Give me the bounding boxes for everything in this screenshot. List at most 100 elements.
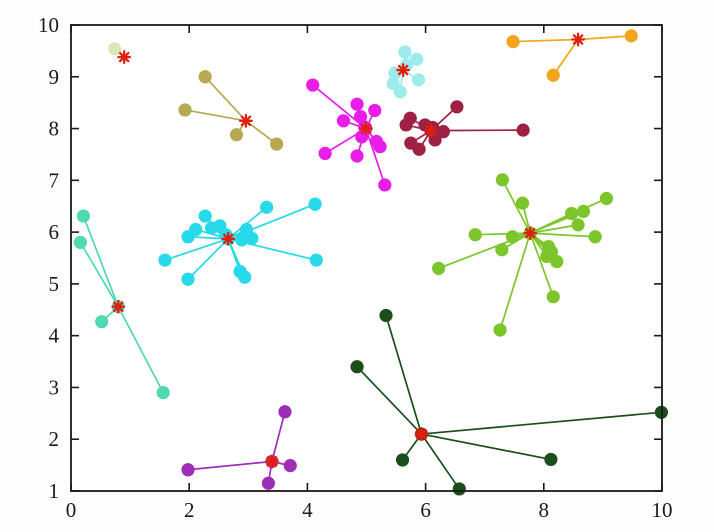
centroid-asterisk-yellow-green [524, 227, 536, 239]
plot-frame [70, 24, 663, 492]
data-point-magenta [336, 114, 351, 128]
y-tick-label: 2 [49, 427, 60, 451]
centroid-asterisk-turquoise [113, 301, 124, 312]
data-point-pale-cyan [411, 73, 426, 87]
data-point-magenta [378, 178, 392, 192]
cluster-edge-cyan [164, 238, 229, 261]
data-point-cyan [198, 209, 212, 223]
data-point-olive [198, 70, 212, 84]
data-point-cyan [235, 233, 249, 247]
centroid-asterisk-dark-green [416, 428, 427, 440]
data-point-cyan [238, 270, 252, 284]
cluster-edge-purple [187, 460, 273, 471]
centroid-asterisk-purple [266, 456, 278, 467]
x-tick-label: 2 [184, 498, 195, 522]
data-point-dark-red [436, 125, 450, 139]
cluster-edge-cyan [187, 238, 229, 280]
data-point-pale-cyan [410, 52, 424, 66]
data-point-dark-red [399, 118, 413, 132]
cluster-edge-dark-green [421, 411, 662, 435]
data-point-yellow-green [571, 218, 585, 232]
cluster-edge-orange [578, 35, 632, 41]
cluster-edge-yellow-green [529, 232, 555, 298]
cluster-edge-magenta [365, 128, 386, 186]
data-point-cyan [181, 272, 195, 286]
data-point-yellow-green [576, 204, 590, 218]
cluster-edge-turquoise [79, 242, 120, 308]
data-point-pale-cyan [393, 85, 407, 99]
cluster-edge-orange [552, 39, 579, 76]
y-tick-label: 6 [49, 220, 60, 244]
data-point-turquoise [73, 235, 88, 250]
data-point-magenta [353, 110, 368, 124]
data-point-yellow-green [468, 228, 482, 242]
data-point-magenta [373, 140, 387, 154]
y-tick-label: 4 [49, 324, 60, 348]
data-point-yellow-green [550, 255, 564, 269]
cluster-edge-olive [204, 76, 247, 122]
data-point-yellow-green [432, 261, 446, 275]
x-tick-label: 8 [539, 498, 550, 522]
centroid-asterisk-dark-red [425, 125, 437, 136]
y-tick-label: 3 [49, 375, 60, 399]
data-point-dark-green [452, 482, 466, 496]
cluster-edge-yellow-green [501, 179, 531, 234]
y-tick-label: 1 [49, 479, 60, 503]
data-point-turquoise [76, 209, 91, 223]
y-tick-label: 10 [38, 13, 59, 37]
y-tick-label: 8 [49, 117, 60, 141]
data-point-turquoise [95, 315, 109, 329]
data-point-orange [506, 34, 520, 49]
y-tick-label: 7 [49, 168, 60, 192]
data-point-cyan [158, 253, 172, 267]
data-point-dark-green [544, 452, 558, 467]
data-point-cyan [245, 231, 259, 245]
data-point-yellow-green [495, 173, 510, 187]
centroid-asterisk-olive [240, 115, 252, 127]
x-tick-label: 4 [302, 498, 313, 522]
data-point-dark-red [516, 123, 530, 137]
cluster-edge-turquoise [117, 306, 164, 394]
data-point-olive [270, 137, 284, 151]
data-point-orange [546, 68, 560, 82]
data-point-purple [181, 463, 195, 477]
data-point-dark-red [450, 100, 464, 114]
data-point-magenta [350, 97, 364, 111]
centroid-asterisk-orange [572, 34, 584, 45]
data-point-cyan [260, 200, 274, 214]
centroid-asterisk-magenta [360, 123, 372, 134]
data-point-dark-green [395, 453, 410, 467]
centroid-asterisk-pale-cyan [397, 64, 409, 76]
data-point-yellow-green [515, 196, 530, 210]
y-tick-label: 9 [49, 65, 60, 89]
cluster-edge-yellow-green [530, 232, 596, 238]
data-point-magenta [350, 149, 364, 163]
data-point-dark-green [379, 308, 393, 323]
data-point-cyan [308, 197, 322, 211]
data-point-olive [229, 128, 244, 142]
cluster-edge-dark-green [356, 366, 423, 435]
cluster-edge-dark-green [421, 433, 552, 461]
data-point-yellow-green [493, 323, 507, 337]
cluster-edge-dark-green [420, 433, 460, 490]
data-point-orange [624, 29, 638, 43]
x-tick-label: 6 [420, 498, 431, 522]
data-point-pale-cyan [398, 45, 412, 59]
data-point-magenta [368, 103, 382, 118]
cluster-edge-yellow-green [499, 232, 532, 331]
data-point-yellow-green [564, 206, 579, 221]
cluster-edge-yellow-green [475, 232, 531, 236]
cluster-edge-yellow-green [530, 224, 579, 234]
cluster-edge-olive [184, 109, 247, 122]
cluster-edge-orange [513, 38, 579, 43]
data-point-dark-red [412, 142, 426, 156]
data-point-purple [283, 459, 297, 473]
y-tick-label: 5 [49, 272, 60, 296]
data-point-yellow-green [495, 243, 509, 257]
data-point-pale-green [108, 42, 122, 56]
data-point-dark-green [350, 360, 364, 374]
data-point-yellow-green [546, 290, 560, 304]
data-point-olive [178, 103, 192, 117]
